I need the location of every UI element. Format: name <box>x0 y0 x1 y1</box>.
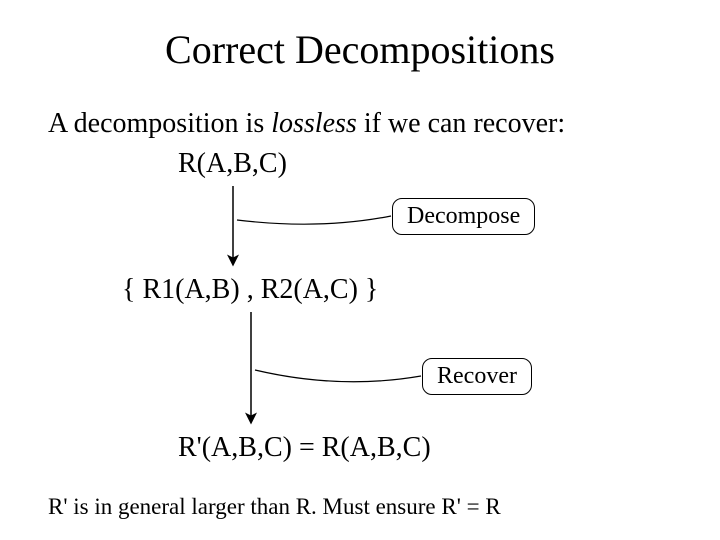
decompose-label: Decompose <box>407 203 520 229</box>
result-equation: R'(A,B,C) = R(A,B,C) <box>178 432 431 464</box>
intro-prefix: A decomposition is <box>48 108 271 139</box>
recover-leader <box>255 370 421 382</box>
set-separator: , <box>240 274 261 305</box>
intro-lossless: lossless <box>271 108 357 139</box>
r2-relation: R2(A,C) <box>261 274 358 305</box>
recover-label: Recover <box>437 363 517 389</box>
result-eq: = <box>292 432 322 463</box>
intro-suffix: if we can recover: <box>357 108 565 139</box>
decompose-leader <box>237 216 391 224</box>
decompose-label-box: Decompose <box>392 198 535 235</box>
footnote: R' is in general larger than R. Must ens… <box>48 494 501 520</box>
original-relation: R(A,B,C) <box>178 148 287 180</box>
brace-close: } <box>358 274 378 305</box>
brace-open: { <box>122 274 142 305</box>
result-lhs: R'(A,B,C) <box>178 432 292 463</box>
decomposition-set: { R1(A,B) , R2(A,C) } <box>122 274 378 306</box>
recover-label-box: Recover <box>422 358 532 395</box>
slide-title: Correct Decompositions <box>0 26 720 73</box>
r1-relation: R1(A,B) <box>142 274 239 305</box>
intro-line: A decomposition is lossless if we can re… <box>48 108 565 140</box>
result-rhs: R(A,B,C) <box>322 432 431 463</box>
